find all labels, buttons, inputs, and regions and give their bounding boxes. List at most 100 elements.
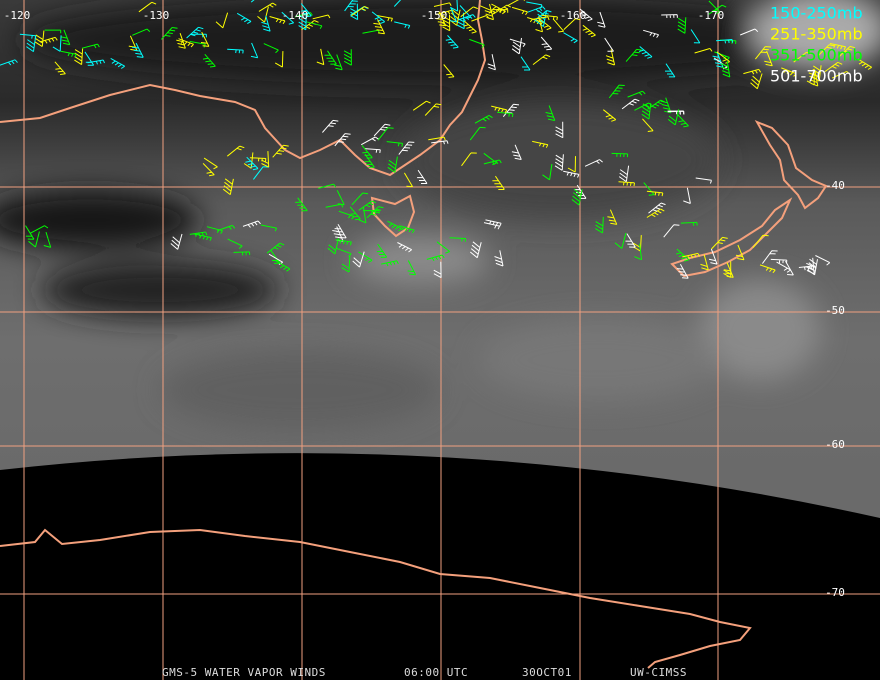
wind-barb	[161, 27, 178, 40]
wind-barb	[227, 238, 243, 249]
wind-barb	[776, 261, 791, 273]
footer-source: UW-CIMSS	[630, 666, 687, 679]
wind-barb	[362, 210, 380, 214]
wind-barb	[433, 261, 442, 279]
wind-barb	[449, 6, 458, 23]
wind-barb	[750, 73, 763, 90]
wind-barb	[195, 233, 212, 241]
wind-barb	[507, 0, 526, 7]
wind-barb	[604, 37, 614, 52]
wind-barb	[398, 225, 415, 234]
wind-barb	[178, 38, 194, 48]
wind-barb	[492, 175, 505, 190]
wind-barb	[595, 216, 604, 234]
wind-barb	[412, 100, 431, 111]
wind-barb	[74, 48, 84, 66]
wind-barb	[497, 111, 514, 118]
wind-barb	[597, 11, 606, 28]
wind-barb	[541, 14, 558, 21]
wind-barb	[344, 0, 358, 12]
wind-barb	[318, 183, 337, 189]
legend-entry: 351-500mb	[770, 46, 863, 65]
latitude-label: -40	[825, 179, 845, 192]
wind-barb	[535, 10, 547, 27]
wind-barb	[281, 11, 295, 25]
australia-coast	[0, 0, 487, 177]
latitude-label: -50	[825, 304, 845, 317]
wind-barb	[376, 243, 388, 258]
wind-barb	[371, 11, 386, 24]
wind-barb	[625, 233, 636, 248]
wind-barb	[226, 145, 245, 157]
longitude-label: -130	[143, 9, 170, 22]
wind-barb	[542, 163, 553, 181]
wind-barb	[634, 243, 643, 261]
wind-barb	[52, 35, 62, 52]
wind-barb	[785, 260, 794, 276]
wind-barb	[554, 154, 564, 171]
wind-barb	[538, 17, 552, 31]
wind-barb	[806, 68, 815, 86]
wind-barb	[445, 35, 459, 49]
wind-barb	[43, 231, 52, 248]
wind-barb	[341, 255, 351, 273]
wind-barb	[258, 2, 277, 12]
wind-barb	[316, 48, 325, 66]
wind-barb	[676, 248, 690, 262]
wind-barb	[545, 105, 556, 121]
wind-barb	[34, 30, 45, 48]
wind-barb	[526, 1, 543, 9]
wind-barb	[676, 264, 689, 279]
wind-barb	[132, 42, 144, 58]
wind-barb	[449, 9, 461, 26]
wind-barb	[358, 200, 377, 211]
wind-barb	[351, 192, 369, 206]
wind-barb	[752, 234, 769, 249]
wind-barb	[532, 140, 549, 148]
wind-barb	[571, 188, 583, 206]
map-labels: -120 -130 -140 -150 -160 -170 -40 -50 -60 -70 150-…	[4, 4, 863, 680]
wind-barb	[266, 242, 285, 254]
wind-barb	[491, 105, 508, 114]
wind-barb	[567, 156, 576, 173]
wind-barb	[520, 56, 531, 71]
wind-barb	[639, 46, 653, 59]
wind-barb	[0, 59, 18, 66]
wind-barb	[627, 90, 646, 98]
legend-entry: 150-250mb	[770, 4, 863, 23]
wind-barb	[324, 50, 337, 65]
wind-barb	[54, 61, 66, 75]
wind-barb	[200, 31, 210, 47]
wind-barb	[28, 231, 40, 248]
wind-barb	[502, 103, 520, 118]
wind-barb	[781, 67, 797, 77]
wind-barb	[643, 182, 655, 196]
wind-barb	[484, 3, 494, 21]
wind-barb	[249, 157, 267, 162]
wind-barb	[611, 152, 629, 158]
wind-barb	[257, 6, 269, 23]
wind-barb	[387, 220, 402, 232]
wind-barb	[695, 177, 712, 184]
wind-barb	[716, 39, 734, 44]
wind-barb	[417, 169, 428, 184]
wind-barb	[660, 97, 672, 114]
wind-barb	[306, 21, 323, 30]
wind-barb	[483, 159, 502, 165]
wind-barb	[582, 24, 596, 38]
longitude-label: -150	[421, 9, 448, 22]
wind-barb	[189, 231, 208, 237]
wind-barb	[222, 178, 234, 195]
longitude-label: -120	[4, 9, 31, 22]
wind-barb	[243, 152, 254, 169]
wind-barb	[743, 68, 762, 75]
wind-barb	[527, 6, 546, 13]
wind-barb	[483, 222, 501, 230]
wind-barb	[607, 209, 618, 225]
wind-barb	[336, 247, 352, 257]
wind-barb	[807, 258, 818, 276]
wind-barb	[535, 16, 543, 33]
wind-barb	[534, 10, 552, 22]
wind-barb	[436, 241, 451, 254]
wind-barb	[30, 225, 49, 234]
